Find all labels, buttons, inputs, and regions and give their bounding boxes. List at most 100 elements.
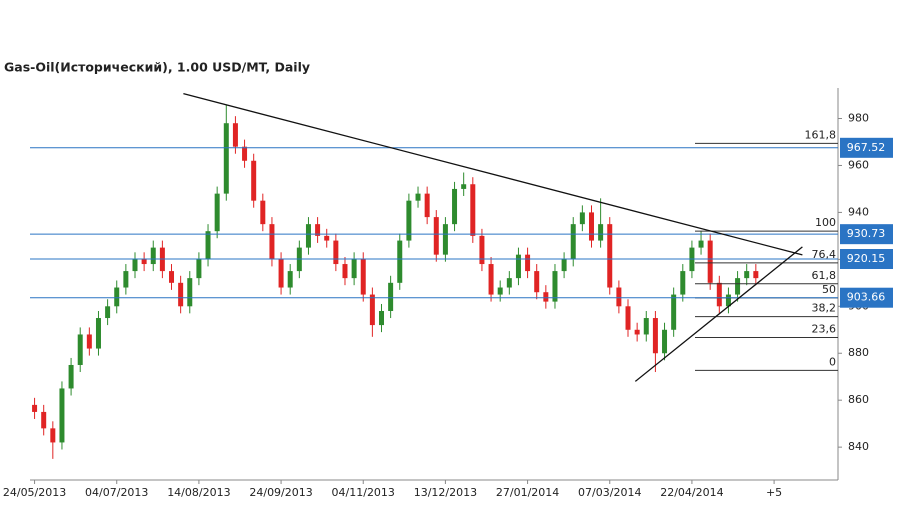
candle-body <box>187 278 193 307</box>
candle-body <box>114 287 120 307</box>
level-label: 920.15 <box>847 252 886 265</box>
candle-body <box>515 254 521 279</box>
fib-label: 0 <box>829 355 836 368</box>
candle-body <box>497 287 503 295</box>
candle-body <box>607 224 613 288</box>
candle-body <box>95 318 101 349</box>
fib-label: 61,8 <box>812 269 837 282</box>
candle-body <box>406 200 412 241</box>
candle-body <box>725 294 731 307</box>
x-tick-label: 24/05/2013 <box>3 486 66 499</box>
candle-body <box>753 271 759 279</box>
candle-body <box>287 271 293 288</box>
y-tick-label: 860 <box>848 393 869 406</box>
candle-body <box>123 271 129 288</box>
candle-body <box>59 388 65 443</box>
candle-body <box>77 334 83 365</box>
y-tick-label: 960 <box>848 158 869 171</box>
level-label: 967.52 <box>847 141 886 154</box>
candle-body <box>671 294 677 330</box>
candle-body <box>397 240 403 283</box>
trend-line <box>634 246 803 382</box>
candle-body <box>588 212 594 241</box>
candle-body <box>652 318 658 354</box>
level-box <box>840 249 893 270</box>
level-label: 903.66 <box>847 291 886 304</box>
fib-label: 100 <box>815 216 836 229</box>
candle-body <box>442 224 448 255</box>
candle-body <box>744 271 750 279</box>
candle-body <box>680 271 686 295</box>
candle-body <box>525 254 531 272</box>
candle-body <box>506 278 512 288</box>
candle-body <box>561 259 567 272</box>
x-tick-label: 07/03/2014 <box>578 486 641 499</box>
candle-body <box>333 240 339 265</box>
candle-body <box>479 235 485 265</box>
candle-body <box>305 224 311 248</box>
candle-body <box>698 240 704 248</box>
x-tick-label: +5 <box>766 486 782 499</box>
y-tick-label: 840 <box>848 440 869 453</box>
candle-body <box>625 306 631 330</box>
x-tick-label: 24/09/2013 <box>249 486 312 499</box>
fib-label: 50 <box>822 283 836 296</box>
level-box <box>840 287 893 308</box>
candle-body <box>223 123 229 194</box>
candle-body <box>269 224 275 260</box>
candle-body <box>360 259 366 295</box>
fib-label: 161,8 <box>805 128 837 141</box>
candle-body <box>616 287 622 307</box>
candle-body <box>433 217 439 255</box>
x-tick-label: 14/08/2013 <box>167 486 230 499</box>
candle-body <box>315 224 321 236</box>
candle-body <box>707 240 713 283</box>
candle-body <box>424 193 430 218</box>
fib-label: 23,6 <box>812 323 837 336</box>
candle-body <box>351 259 357 279</box>
x-tick-label: 22/04/2014 <box>660 486 723 499</box>
candle-body <box>388 282 394 311</box>
candle-body <box>232 123 238 147</box>
candle-body <box>643 318 649 335</box>
candle-body <box>242 146 248 161</box>
candle-body <box>470 184 476 236</box>
y-tick-label: 980 <box>848 112 869 125</box>
candle-body <box>32 404 38 412</box>
candle-body <box>132 259 138 272</box>
candle-body <box>634 329 640 335</box>
candle-body <box>196 259 202 279</box>
candle-body <box>552 271 558 302</box>
candle-body <box>150 247 156 265</box>
candle-body <box>141 259 147 265</box>
candle-body <box>105 306 111 319</box>
candle-body <box>415 193 421 201</box>
candle-body <box>278 259 284 288</box>
candle-body <box>86 334 92 349</box>
candle-body <box>598 224 604 241</box>
candle-body <box>662 329 668 354</box>
fib-label: 76,4 <box>812 248 837 261</box>
candle-body <box>543 292 549 302</box>
candle-body <box>570 224 576 260</box>
x-tick-label: 04/07/2013 <box>85 486 148 499</box>
candle-body <box>461 184 467 189</box>
candle-body <box>251 160 257 201</box>
level-label: 930.73 <box>847 227 886 240</box>
candle-body <box>214 193 220 232</box>
candle-body <box>452 188 458 225</box>
candle-body <box>178 282 184 307</box>
x-tick-label: 04/11/2013 <box>332 486 395 499</box>
candle-body <box>488 264 494 295</box>
candle-body <box>205 231 211 260</box>
candle-body <box>342 264 348 279</box>
candle-body <box>169 271 175 283</box>
candle-body <box>41 411 47 429</box>
level-box <box>840 137 893 158</box>
candle-body <box>50 428 56 443</box>
candle-body <box>379 310 385 326</box>
trend-line <box>183 93 803 256</box>
fib-label: 38,2 <box>812 302 837 315</box>
y-tick-label: 940 <box>848 205 869 218</box>
